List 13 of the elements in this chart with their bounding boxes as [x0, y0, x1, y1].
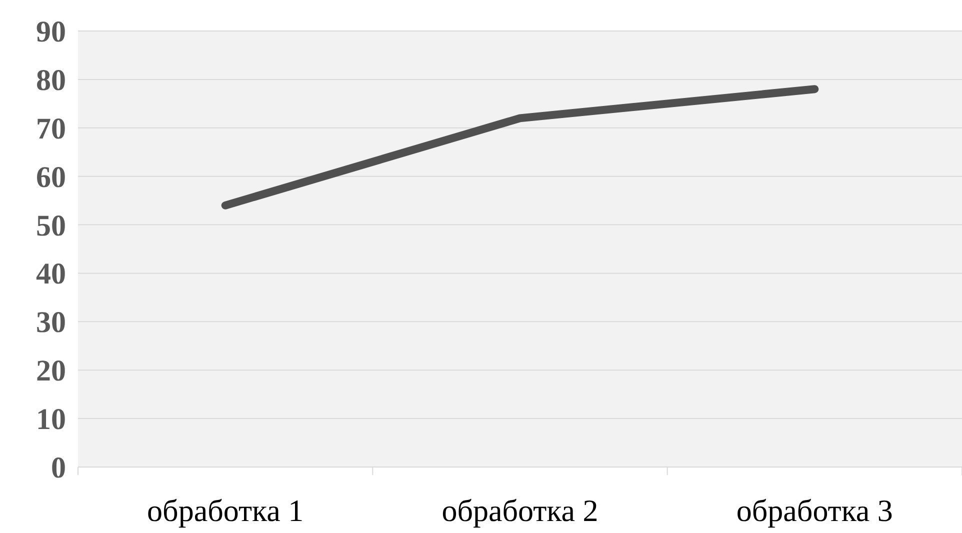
- y-tick-label: 0: [51, 452, 66, 484]
- x-tick-label: обработка 1: [147, 493, 304, 528]
- y-tick-label: 70: [36, 112, 66, 146]
- y-tick-label: 60: [36, 160, 66, 194]
- y-tick-label: 40: [36, 258, 66, 291]
- y-tick-label: 80: [36, 64, 66, 97]
- y-tick-label: 20: [36, 354, 66, 388]
- y-tick-label: 10: [36, 403, 66, 436]
- y-tick-label: 90: [36, 16, 66, 48]
- y-tick-label: 30: [36, 306, 66, 340]
- x-tick-label: обработка 3: [736, 493, 893, 528]
- x-tick-label: обработка 2: [442, 493, 598, 528]
- y-tick-label: 50: [36, 209, 66, 242]
